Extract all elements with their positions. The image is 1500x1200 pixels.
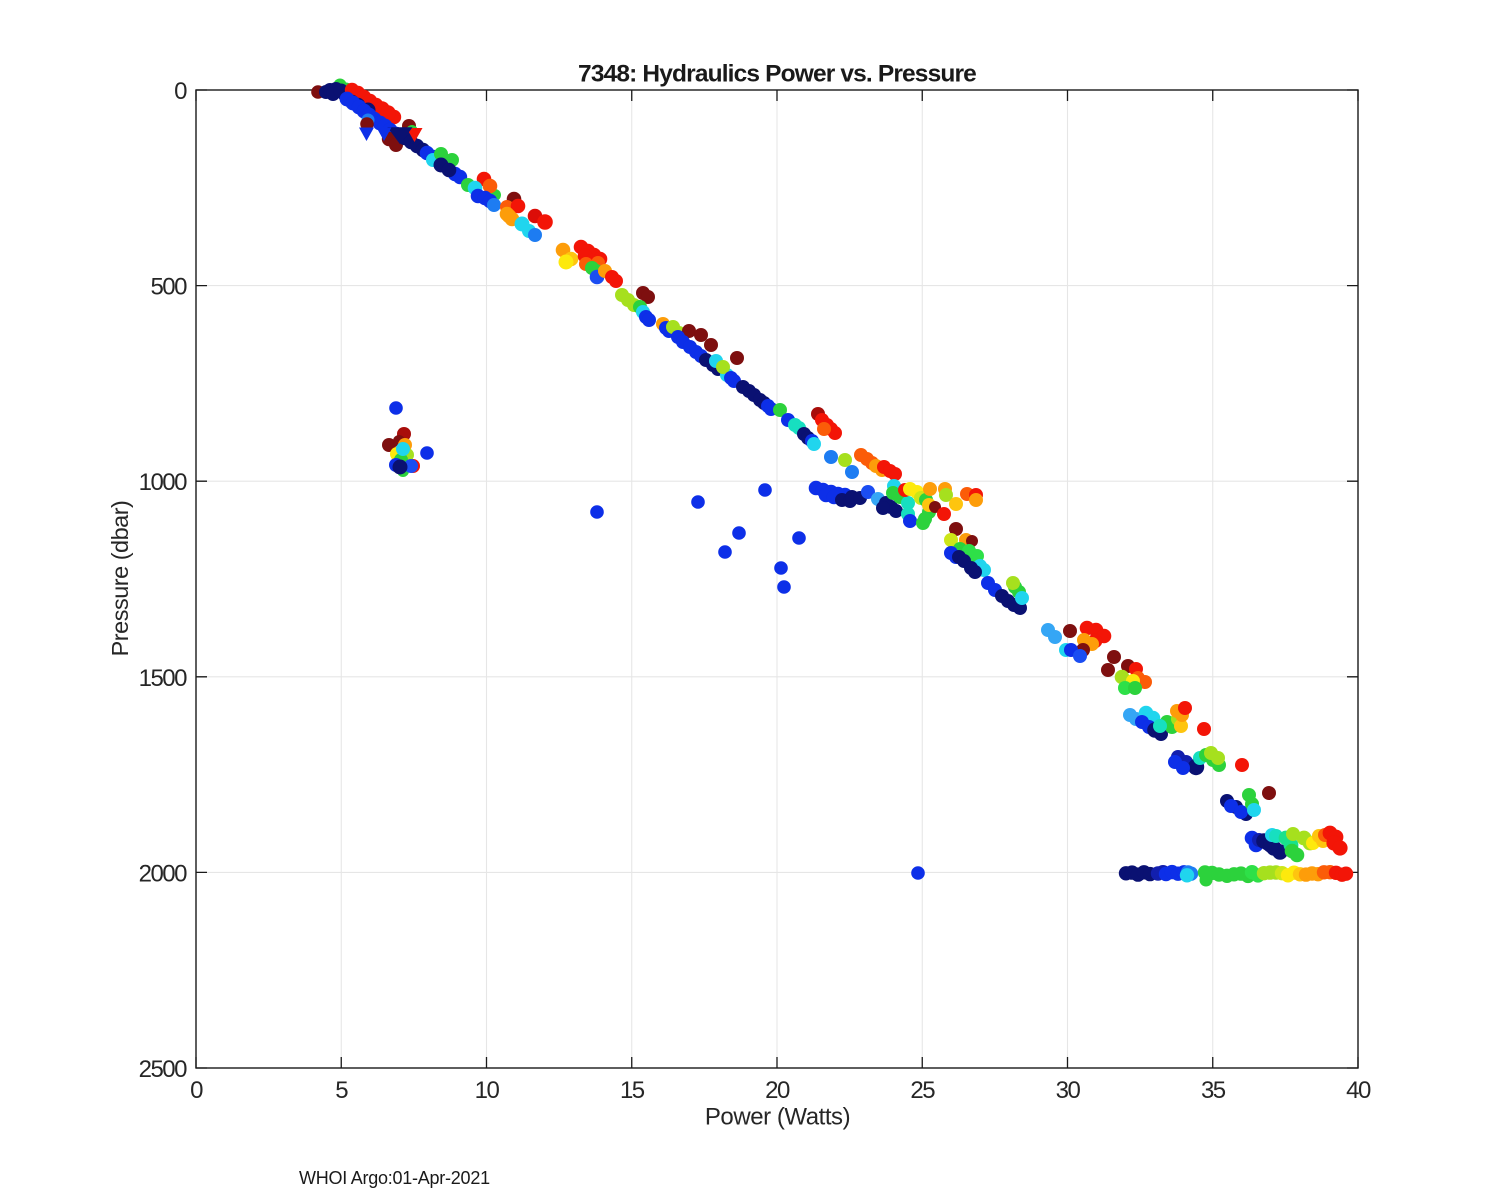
svg-text:2500: 2500 [139,1056,188,1083]
svg-text:2000: 2000 [139,860,188,887]
svg-text:1000: 1000 [139,469,188,496]
svg-text:WHOI Argo:01-Apr-2021: WHOI Argo:01-Apr-2021 [299,1168,490,1188]
svg-text:5: 5 [335,1077,348,1104]
svg-text:10: 10 [475,1077,500,1104]
svg-text:7348: Hydraulics Power vs. Pre: 7348: Hydraulics Power vs. Pressure [578,61,976,88]
svg-text:1500: 1500 [139,665,188,692]
svg-text:15: 15 [620,1077,645,1104]
svg-text:30: 30 [1056,1077,1081,1104]
svg-text:0: 0 [190,1077,203,1104]
svg-text:500: 500 [150,274,187,301]
svg-text:Power (Watts): Power (Watts) [705,1104,850,1131]
svg-text:0: 0 [174,78,187,105]
svg-text:35: 35 [1201,1077,1226,1104]
svg-text:25: 25 [910,1077,935,1104]
svg-text:20: 20 [765,1077,790,1104]
svg-text:Pressure (dbar): Pressure (dbar) [107,501,133,657]
svg-text:40: 40 [1346,1077,1371,1104]
